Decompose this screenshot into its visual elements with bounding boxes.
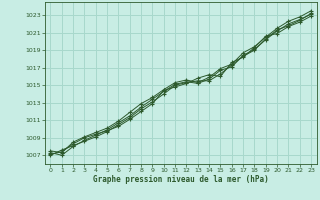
X-axis label: Graphe pression niveau de la mer (hPa): Graphe pression niveau de la mer (hPa) bbox=[93, 175, 269, 184]
